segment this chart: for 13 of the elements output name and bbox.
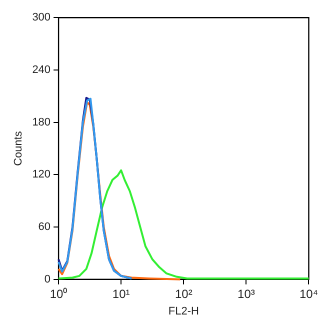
- x-tick-label: 10³: [238, 286, 255, 301]
- y-tick-label: 0: [44, 273, 51, 286]
- y-axis-title: Counts: [12, 130, 25, 166]
- x-tick-label: 10¹: [112, 286, 130, 301]
- y-tick-label: 180: [32, 116, 51, 128]
- y-tick-label: 120: [32, 168, 51, 181]
- y-tick-label: 60: [38, 221, 51, 234]
- x-tick-label: 10⁴: [299, 286, 318, 301]
- y-tick-label: 300: [32, 12, 51, 24]
- y-tick-label: 240: [32, 64, 51, 76]
- x-tick-label: 10²: [174, 286, 192, 301]
- x-axis-title: FL2-H: [168, 305, 199, 318]
- x-tick-label: 10⁰: [50, 286, 68, 301]
